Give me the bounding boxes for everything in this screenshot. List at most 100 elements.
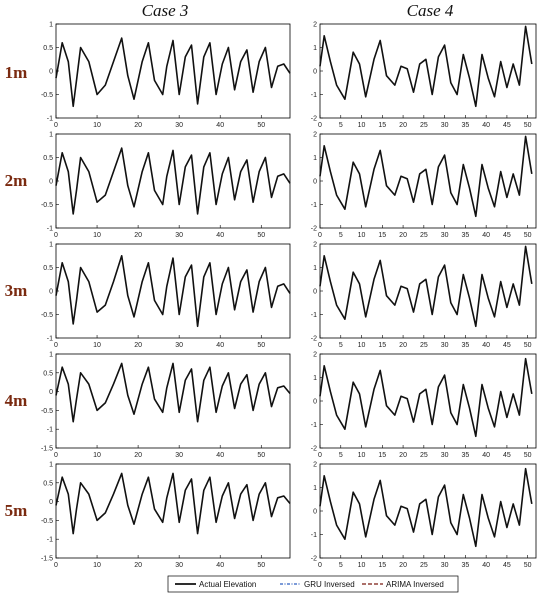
y-tick-label: -0.5 bbox=[41, 92, 53, 99]
x-tick-label: 50 bbox=[524, 562, 532, 569]
y-tick-label: 1 bbox=[313, 375, 317, 382]
y-tick-label: -2 bbox=[311, 446, 317, 453]
x-tick-label: 40 bbox=[482, 122, 490, 129]
y-tick-label: -1 bbox=[47, 116, 53, 123]
y-tick-label: 2 bbox=[313, 22, 317, 29]
x-tick-label: 40 bbox=[216, 122, 224, 129]
x-tick-label: 15 bbox=[378, 232, 386, 239]
x-tick-label: 30 bbox=[441, 122, 449, 129]
y-tick-label: -1 bbox=[47, 537, 53, 544]
x-tick-label: 0 bbox=[54, 342, 58, 349]
legend-label-gru: GRU Inversed bbox=[304, 580, 355, 589]
y-tick-label: -0.5 bbox=[41, 408, 53, 415]
y-tick-label: 0 bbox=[313, 289, 317, 296]
y-tick-label: 0.5 bbox=[43, 480, 53, 487]
x-tick-label: 30 bbox=[441, 452, 449, 459]
legend-label-arima: ARIMA Inversed bbox=[386, 580, 444, 589]
legend-label-actual: Actual Elevation bbox=[199, 580, 256, 589]
x-tick-label: 35 bbox=[461, 562, 469, 569]
x-tick-label: 15 bbox=[378, 122, 386, 129]
row-label-5m: 5m bbox=[5, 501, 28, 520]
y-tick-label: 0 bbox=[313, 69, 317, 76]
chart-panel-3m-case-4: 0 5 10 15 20 25 30 35 40 45 50 -2 -1 0 1 2 bbox=[311, 242, 537, 349]
series-line-actual-elevation bbox=[55, 362, 291, 423]
x-tick-label: 45 bbox=[503, 232, 511, 239]
row-label-2m: 2m bbox=[5, 171, 28, 190]
x-tick-label: 0 bbox=[318, 562, 322, 569]
x-tick-label: 10 bbox=[358, 232, 366, 239]
y-tick-label: -0.5 bbox=[41, 518, 53, 525]
x-tick-label: 5 bbox=[339, 452, 343, 459]
series-line-actual-elevation bbox=[319, 467, 533, 548]
y-tick-label: -1 bbox=[47, 226, 53, 233]
chart-panel-2m-case-4: 0 5 10 15 20 25 30 35 40 45 50 -2 -1 0 1 2 bbox=[311, 132, 537, 239]
x-tick-label: 45 bbox=[503, 452, 511, 459]
column-title-case-3: Case 3 bbox=[142, 1, 189, 20]
y-tick-label: -1 bbox=[311, 532, 317, 539]
legend-box bbox=[167, 575, 459, 593]
x-tick-label: 25 bbox=[420, 122, 428, 129]
x-tick-label: 15 bbox=[378, 342, 386, 349]
x-tick-label: 45 bbox=[503, 342, 511, 349]
y-tick-label: 0 bbox=[313, 399, 317, 406]
series-line-actual-elevation bbox=[55, 37, 291, 108]
y-tick-label: 1 bbox=[49, 462, 53, 469]
x-tick-label: 30 bbox=[441, 342, 449, 349]
series-line-actual-elevation bbox=[319, 357, 533, 438]
x-tick-label: 30 bbox=[175, 232, 183, 239]
series-line-actual-elevation bbox=[319, 25, 533, 108]
y-tick-label: -1 bbox=[47, 427, 53, 434]
y-tick-label: 0 bbox=[49, 69, 53, 76]
x-tick-label: 5 bbox=[339, 122, 343, 129]
x-tick-label: 25 bbox=[420, 452, 428, 459]
y-tick-label: -2 bbox=[311, 556, 317, 563]
y-tick-label: 0 bbox=[49, 179, 53, 186]
x-tick-label: 20 bbox=[399, 562, 407, 569]
y-tick-label: -2 bbox=[311, 226, 317, 233]
y-tick-label: -0.5 bbox=[41, 202, 53, 209]
y-tick-label: 1 bbox=[49, 242, 53, 249]
y-tick-label: -1 bbox=[311, 422, 317, 429]
y-tick-label: 1 bbox=[49, 132, 53, 139]
x-tick-label: 40 bbox=[216, 232, 224, 239]
x-tick-label: 0 bbox=[318, 122, 322, 129]
y-tick-label: -1.5 bbox=[41, 446, 53, 453]
x-tick-label: 45 bbox=[503, 122, 511, 129]
x-tick-label: 25 bbox=[420, 232, 428, 239]
y-tick-label: -1 bbox=[311, 202, 317, 209]
x-tick-label: 10 bbox=[358, 122, 366, 129]
y-tick-label: 1 bbox=[313, 265, 317, 272]
x-tick-label: 50 bbox=[257, 122, 265, 129]
x-tick-label: 10 bbox=[358, 452, 366, 459]
x-tick-label: 50 bbox=[524, 342, 532, 349]
x-tick-label: 50 bbox=[257, 232, 265, 239]
y-tick-label: 2 bbox=[313, 242, 317, 249]
x-tick-label: 40 bbox=[216, 562, 224, 569]
x-tick-label: 25 bbox=[420, 562, 428, 569]
legend: Actual Elevation GRU Inversed ARIMA Inve… bbox=[167, 575, 459, 593]
x-tick-label: 30 bbox=[175, 452, 183, 459]
series-line-actual-elevation bbox=[319, 135, 533, 218]
y-tick-label: -1.5 bbox=[41, 556, 53, 563]
x-tick-label: 5 bbox=[339, 232, 343, 239]
x-tick-label: 20 bbox=[399, 232, 407, 239]
chart-panel-4m-case-4: 0 5 10 15 20 25 30 35 40 45 50 -2 -1 0 1 2 bbox=[311, 352, 537, 459]
x-tick-label: 20 bbox=[134, 342, 142, 349]
x-tick-label: 20 bbox=[134, 452, 142, 459]
x-tick-label: 5 bbox=[339, 562, 343, 569]
x-tick-label: 35 bbox=[461, 122, 469, 129]
chart-panel-1m-case-3: 0 10 20 30 40 50 -1 -0.5 0 0.5 1 bbox=[41, 22, 291, 129]
y-tick-label: 2 bbox=[313, 132, 317, 139]
x-tick-label: 0 bbox=[54, 562, 58, 569]
y-tick-label: 0.5 bbox=[43, 45, 53, 52]
x-tick-label: 50 bbox=[524, 452, 532, 459]
x-tick-label: 15 bbox=[378, 562, 386, 569]
x-tick-label: 20 bbox=[134, 562, 142, 569]
y-tick-label: -1 bbox=[311, 312, 317, 319]
x-tick-label: 35 bbox=[461, 342, 469, 349]
plot-area bbox=[55, 23, 291, 119]
y-tick-label: 0 bbox=[49, 289, 53, 296]
x-tick-label: 0 bbox=[54, 452, 58, 459]
series-line-actual-elevation bbox=[55, 147, 291, 215]
